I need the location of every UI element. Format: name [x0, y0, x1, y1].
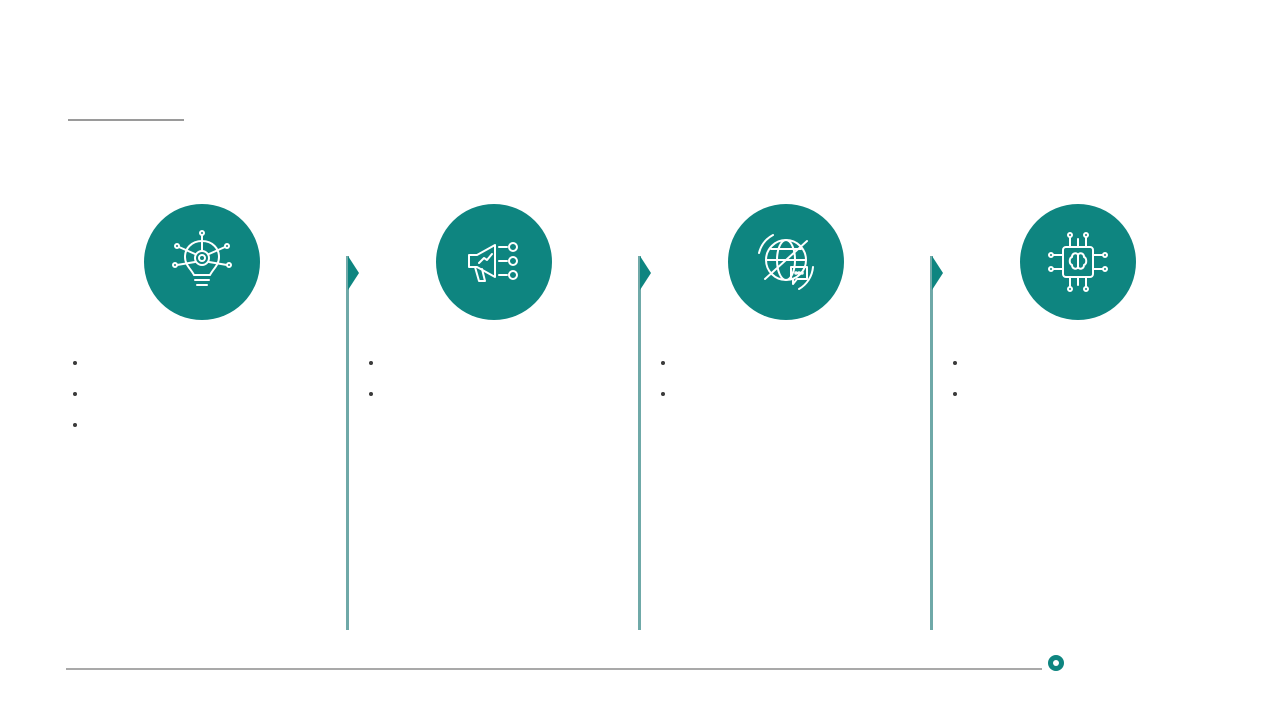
title-underline	[68, 119, 184, 121]
bullet-list	[362, 354, 618, 402]
column-divider	[930, 256, 933, 630]
list-item	[88, 385, 326, 402]
company-logo	[1048, 652, 1070, 674]
bullet-list	[946, 354, 1208, 402]
footer-rule	[66, 668, 1042, 670]
arrow-right-icon	[640, 256, 651, 290]
bullet-list	[66, 354, 326, 433]
list-item	[676, 385, 900, 402]
list-item	[676, 354, 900, 371]
list-item	[88, 416, 326, 433]
list-item	[968, 385, 1208, 402]
lightbulb-network-icon	[144, 204, 260, 320]
list-item	[384, 354, 618, 371]
column-2	[362, 340, 618, 416]
list-item	[88, 354, 326, 371]
column-3	[654, 340, 900, 416]
arrow-right-icon	[348, 256, 359, 290]
column-divider	[346, 256, 349, 630]
column-4	[946, 340, 1208, 416]
list-item	[384, 385, 618, 402]
column-divider	[638, 256, 641, 630]
logo-mark-icon	[1048, 655, 1064, 671]
brain-chip-icon	[1020, 204, 1136, 320]
bullet-list	[654, 354, 900, 402]
megaphone-growth-icon	[436, 204, 552, 320]
arrow-right-icon	[932, 256, 943, 290]
column-1	[66, 340, 326, 447]
globe-chat-icon	[728, 204, 844, 320]
list-item	[968, 354, 1208, 371]
